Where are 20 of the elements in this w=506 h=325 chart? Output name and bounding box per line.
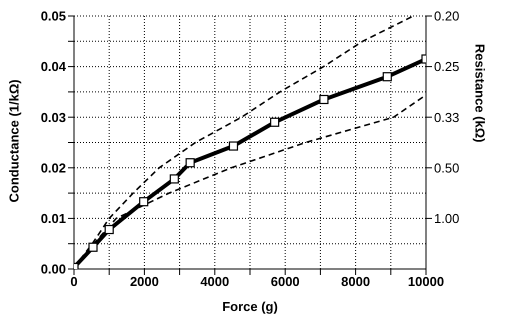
x-axis-title: Force (g): [222, 299, 278, 314]
x-tick-label: 6000: [270, 274, 300, 290]
text: 1.00: [434, 211, 460, 226]
y-tick-label: 0.05: [40, 8, 66, 24]
x-tick-label: 0: [70, 274, 78, 290]
text: 0.33: [434, 110, 460, 125]
x-tick-label: 2000: [130, 274, 159, 290]
y-axis-title: Conductance (1/kΩ): [6, 79, 22, 202]
text: 0.25: [434, 59, 460, 74]
y-tick-label: 0.00: [40, 262, 66, 277]
text: 0.50: [434, 160, 460, 176]
y-tick-label: 0.02: [40, 160, 66, 176]
y-tick-label: 0.04: [40, 59, 67, 74]
x-tick-label: 4000: [200, 274, 230, 290]
x-tick-label: 10000: [408, 274, 444, 290]
y2-axis-title: Resistance (kΩ): [472, 44, 488, 142]
y-tick-label: 0.03: [40, 110, 66, 125]
x-tick-label: 8000: [341, 274, 370, 290]
y-tick-label: 0.01: [40, 211, 66, 226]
text: 0.20: [434, 8, 460, 24]
